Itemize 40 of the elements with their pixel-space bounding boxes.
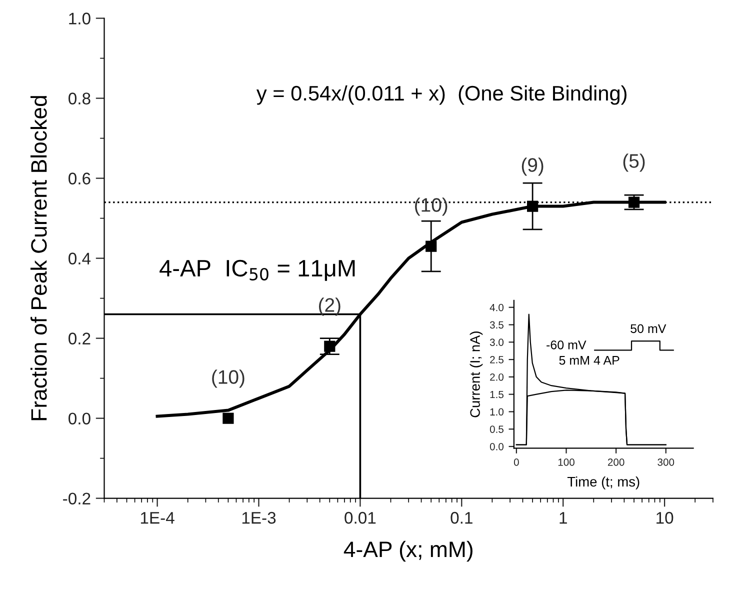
x-axis-title: Time (t; ms) — [567, 476, 640, 490]
x-tick-label: 10 — [656, 512, 674, 524]
x-tick-label: 1 — [560, 512, 567, 524]
y-axis-title: Fraction of Peak Current Blocked — [30, 96, 47, 420]
y-tick-label: 0.2 — [68, 332, 90, 344]
y-tick-label: 1.0 — [69, 12, 90, 24]
x-tick-label: 0 — [514, 458, 519, 466]
y-tick-label: 4.0 — [490, 304, 504, 312]
annotation: -60 mV — [546, 340, 586, 350]
y-tick-label: -0.2 — [63, 492, 90, 504]
y-tick-label: 0.0 — [68, 412, 90, 424]
y-tick-label: 2.5 — [490, 356, 504, 364]
y-tick-label: 0.4 — [68, 252, 91, 264]
x-tick-label: 1E-4 — [140, 512, 174, 524]
annotation: 4-AP IC$_{50}$ = 11μM — [160, 260, 355, 281]
y-tick-label: 0.6 — [68, 172, 90, 184]
annotation: (10) — [212, 370, 244, 388]
annotation: y = 0.54x/(0.011 + x) (One Site Binding) — [256, 85, 626, 105]
x-tick-label: 100 — [558, 458, 574, 466]
x-tick-label: 300 — [658, 458, 674, 466]
y-tick-label: 3.0 — [490, 338, 504, 346]
y-tick-label: 3.5 — [490, 321, 504, 329]
y-tick-label: 0.0 — [490, 443, 504, 450]
annotation: (10) — [415, 198, 448, 216]
y-tick-label: 0.5 — [490, 426, 504, 433]
y-tick-label: 2.0 — [490, 373, 504, 381]
y-tick-label: 1.5 — [490, 390, 504, 398]
annotation: 50 mV — [630, 324, 666, 334]
annotation: (2) — [318, 298, 340, 316]
y-tick-label: 0.8 — [68, 92, 90, 104]
annotation: (9) — [522, 158, 544, 176]
x-tick-label: 1E-3 — [242, 512, 276, 524]
annotation: (5) — [623, 154, 645, 172]
annotation: 5 mM 4 AP — [559, 356, 620, 365]
y-tick-label: 1.0 — [490, 408, 504, 416]
x-tick-label: 0.1 — [450, 512, 472, 524]
x-tick-label: 0.01 — [344, 512, 376, 524]
x-tick-label: 200 — [608, 458, 624, 466]
y-axis-title: Current (I; nA) — [470, 332, 483, 418]
x-axis-title: 4-AP (x; mM) — [344, 540, 472, 562]
